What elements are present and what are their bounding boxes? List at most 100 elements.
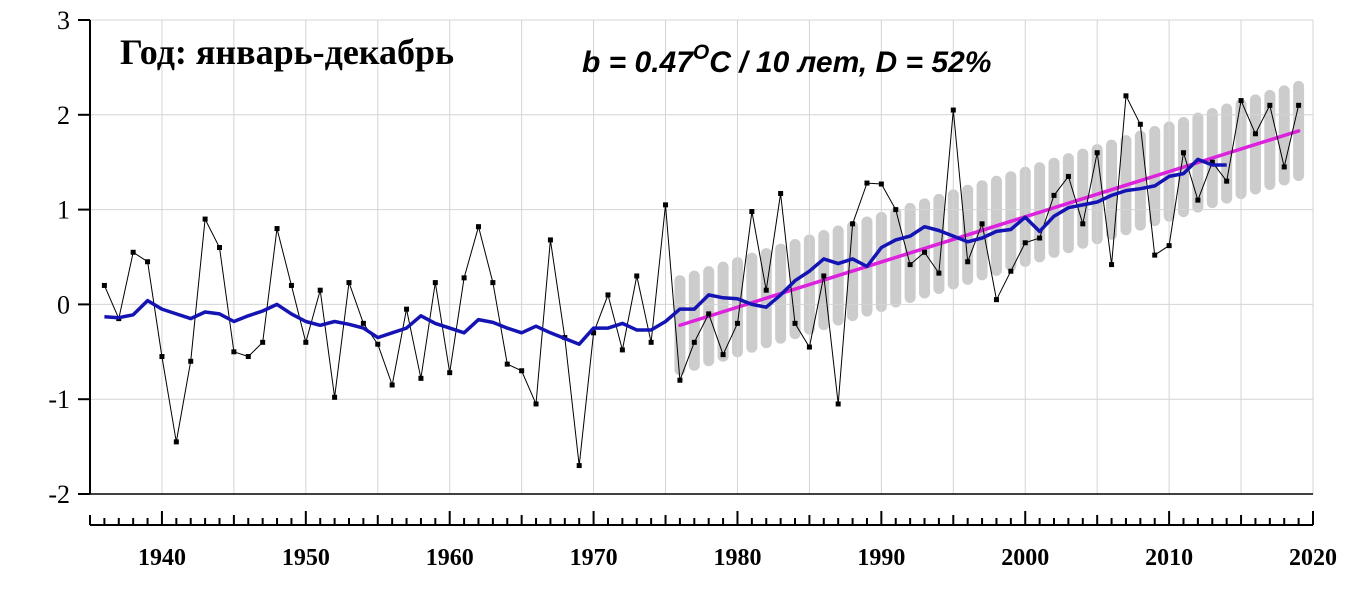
annual-point <box>1051 192 1057 198</box>
annual-point <box>763 287 769 293</box>
annual-point <box>346 280 352 286</box>
annual-point <box>691 339 697 345</box>
annual-point <box>1224 178 1230 184</box>
annual-point <box>1123 93 1129 99</box>
annual-point <box>1181 150 1187 156</box>
annual-point <box>663 202 669 208</box>
annual-point <box>634 273 640 279</box>
annual-point <box>605 292 611 298</box>
annual-point <box>806 344 812 350</box>
annual-point <box>792 320 798 326</box>
annual-point <box>706 311 712 317</box>
annual-point <box>720 352 726 358</box>
trend-line <box>678 129 1301 328</box>
annual-point <box>1281 164 1287 170</box>
annual-series-line <box>103 93 1300 466</box>
x-tick-label: 1970 <box>570 545 618 571</box>
x-tick-label: 2010 <box>1145 545 1193 571</box>
annual-point <box>504 361 510 367</box>
annual-point <box>907 262 913 268</box>
annual-point <box>993 297 999 303</box>
annual-point <box>936 270 942 276</box>
annual-point <box>878 181 884 187</box>
annual-point <box>288 282 294 288</box>
y-tick-label: -2 <box>48 480 70 509</box>
chart-axes: -2 -1 0 1 2 3 1940 1950 1960 1970 1980 1990 2000 2010… <box>48 6 1337 571</box>
trend-formula-superscript: O <box>693 41 709 64</box>
annual-point <box>447 370 453 376</box>
annual-point <box>432 280 438 286</box>
annual-point <box>274 226 280 232</box>
annual-point <box>130 249 136 255</box>
annual-point <box>821 273 827 279</box>
annual-point <box>188 358 194 364</box>
smoothed-series-line <box>104 157 1227 346</box>
annual-point <box>547 237 553 243</box>
x-tick-label: 1950 <box>282 545 330 571</box>
annual-point <box>1008 268 1014 274</box>
y-tick-label: 2 <box>57 101 70 130</box>
x-tick-label: 2000 <box>1001 545 1049 571</box>
annual-point <box>749 208 755 214</box>
x-tick-label: 1940 <box>138 545 186 571</box>
annual-point <box>202 216 208 222</box>
annual-point <box>576 463 582 469</box>
annual-point <box>231 349 237 355</box>
trend-formula-suffix: C / 10 лет, D = 52% <box>709 46 991 79</box>
annual-point <box>979 221 985 227</box>
annual-point <box>475 224 481 230</box>
annual-point <box>835 401 841 407</box>
trend-formula: b = 0.47OC / 10 лет, D = 52% <box>582 41 991 79</box>
annual-point <box>864 180 870 186</box>
y-tick-label: 1 <box>57 196 70 225</box>
annual-point <box>1267 102 1273 108</box>
annual-point <box>216 245 222 251</box>
annual-point <box>418 375 424 381</box>
annual-point <box>1152 252 1158 258</box>
annual-point <box>317 287 323 293</box>
x-tick-label: 1960 <box>426 545 474 571</box>
y-tick-label: 3 <box>57 6 70 35</box>
annual-point <box>591 330 597 336</box>
trend-formula-prefix: b = 0.47 <box>582 46 694 79</box>
annual-point <box>245 354 251 360</box>
annual-point <box>1137 121 1143 127</box>
annual-point <box>734 320 740 326</box>
annual-point <box>1296 102 1302 108</box>
annual-point <box>677 377 683 383</box>
annual-point <box>1166 243 1172 249</box>
annual-point <box>375 341 381 347</box>
annual-point <box>1037 235 1043 241</box>
annual-point <box>648 339 654 345</box>
annual-point <box>1080 221 1086 227</box>
annual-point <box>965 259 971 265</box>
annual-point <box>461 275 467 281</box>
annual-point <box>490 280 496 286</box>
annual-point <box>159 354 165 360</box>
annual-point <box>1209 159 1215 165</box>
annual-point <box>303 339 309 345</box>
annual-point <box>1252 131 1258 137</box>
annual-point <box>1094 150 1100 156</box>
annual-point <box>101 282 107 288</box>
x-tick-label: 2020 <box>1289 545 1337 571</box>
linear-trend <box>678 129 1301 328</box>
annual-point <box>619 347 625 353</box>
annual-point <box>360 320 366 326</box>
annual-point <box>145 259 151 265</box>
annual-point <box>778 190 784 196</box>
x-tick-label: 1980 <box>713 545 761 571</box>
annual-point <box>893 207 899 213</box>
annual-point <box>533 401 539 407</box>
annual-point <box>260 339 266 345</box>
x-tick-label: 1990 <box>857 545 905 571</box>
annual-point <box>922 249 928 255</box>
chart-series <box>101 93 1302 469</box>
y-tick-label: -1 <box>48 385 70 414</box>
annual-point <box>173 439 179 445</box>
annual-point <box>519 368 525 374</box>
y-tick-label: 0 <box>57 290 70 319</box>
annual-point <box>389 382 395 388</box>
annual-point <box>404 306 410 312</box>
